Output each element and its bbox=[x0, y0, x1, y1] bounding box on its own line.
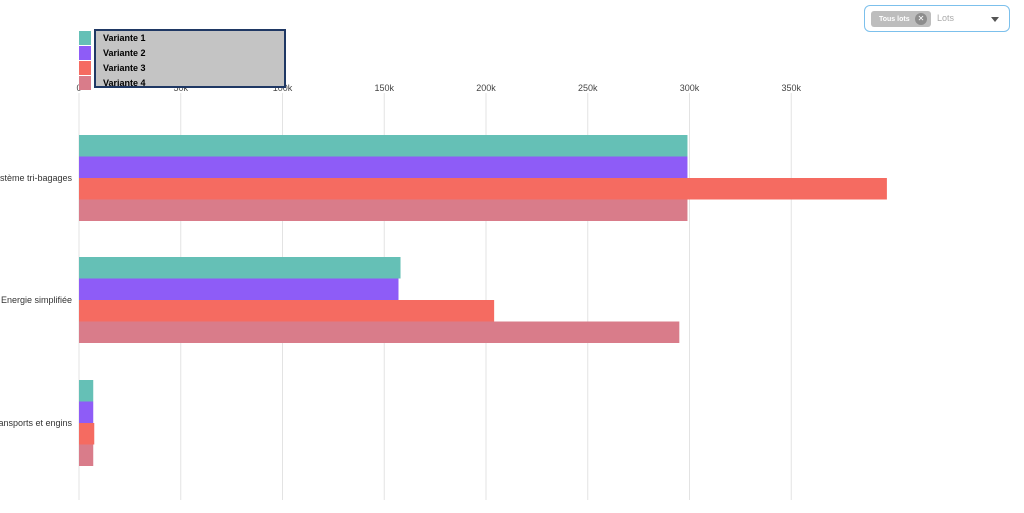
bar[interactable] bbox=[79, 444, 94, 467]
filter-chip[interactable]: Tous lots ✕ bbox=[871, 11, 931, 27]
y-category-label: Système tri-bagages bbox=[0, 173, 72, 183]
legend-label: Variante 2 bbox=[103, 48, 146, 58]
x-tick-label: 150k bbox=[374, 83, 394, 93]
legend-swatch bbox=[79, 31, 91, 45]
bar[interactable] bbox=[79, 278, 399, 301]
bar[interactable] bbox=[79, 321, 680, 344]
legend-swatch bbox=[79, 46, 91, 60]
bar[interactable] bbox=[79, 178, 887, 200]
x-tick-label: 300k bbox=[680, 83, 700, 93]
lots-filter-select[interactable]: Tous lots ✕ Lots bbox=[864, 5, 1010, 32]
close-icon[interactable]: ✕ bbox=[915, 13, 927, 25]
bar[interactable] bbox=[79, 300, 495, 322]
legend-swatch bbox=[79, 76, 91, 90]
chevron-down-icon[interactable] bbox=[991, 17, 999, 22]
x-tick-label: 250k bbox=[578, 83, 598, 93]
bar[interactable] bbox=[79, 135, 688, 157]
y-category-label: Energie simplifiée bbox=[1, 295, 72, 305]
legend-swatch bbox=[79, 61, 91, 75]
x-tick-label: 100k bbox=[273, 83, 293, 93]
legend-item[interactable]: Variante 4 bbox=[79, 76, 146, 90]
legend-item[interactable]: Variante 2 bbox=[79, 46, 146, 60]
bar[interactable] bbox=[79, 199, 688, 222]
legend-item[interactable]: Variante 3 bbox=[79, 61, 146, 75]
bar[interactable] bbox=[79, 257, 401, 279]
legend-box bbox=[94, 29, 286, 88]
legend-label: Variante 3 bbox=[103, 63, 146, 73]
bar[interactable] bbox=[79, 156, 688, 179]
legend-label: Variante 4 bbox=[103, 78, 146, 88]
bar[interactable] bbox=[79, 423, 95, 445]
filter-placeholder: Lots bbox=[937, 13, 955, 23]
filter-chip-label: Tous lots bbox=[879, 15, 910, 23]
bar[interactable] bbox=[79, 380, 94, 402]
legend-item[interactable]: Variante 1 bbox=[79, 31, 146, 45]
x-tick-label: 350k bbox=[781, 83, 801, 93]
legend-label: Variante 1 bbox=[103, 33, 146, 43]
bar[interactable] bbox=[79, 401, 94, 424]
y-category-label: Transports et engins bbox=[0, 418, 72, 428]
x-tick-label: 200k bbox=[476, 83, 496, 93]
x-tick-label: 50k bbox=[173, 83, 188, 93]
